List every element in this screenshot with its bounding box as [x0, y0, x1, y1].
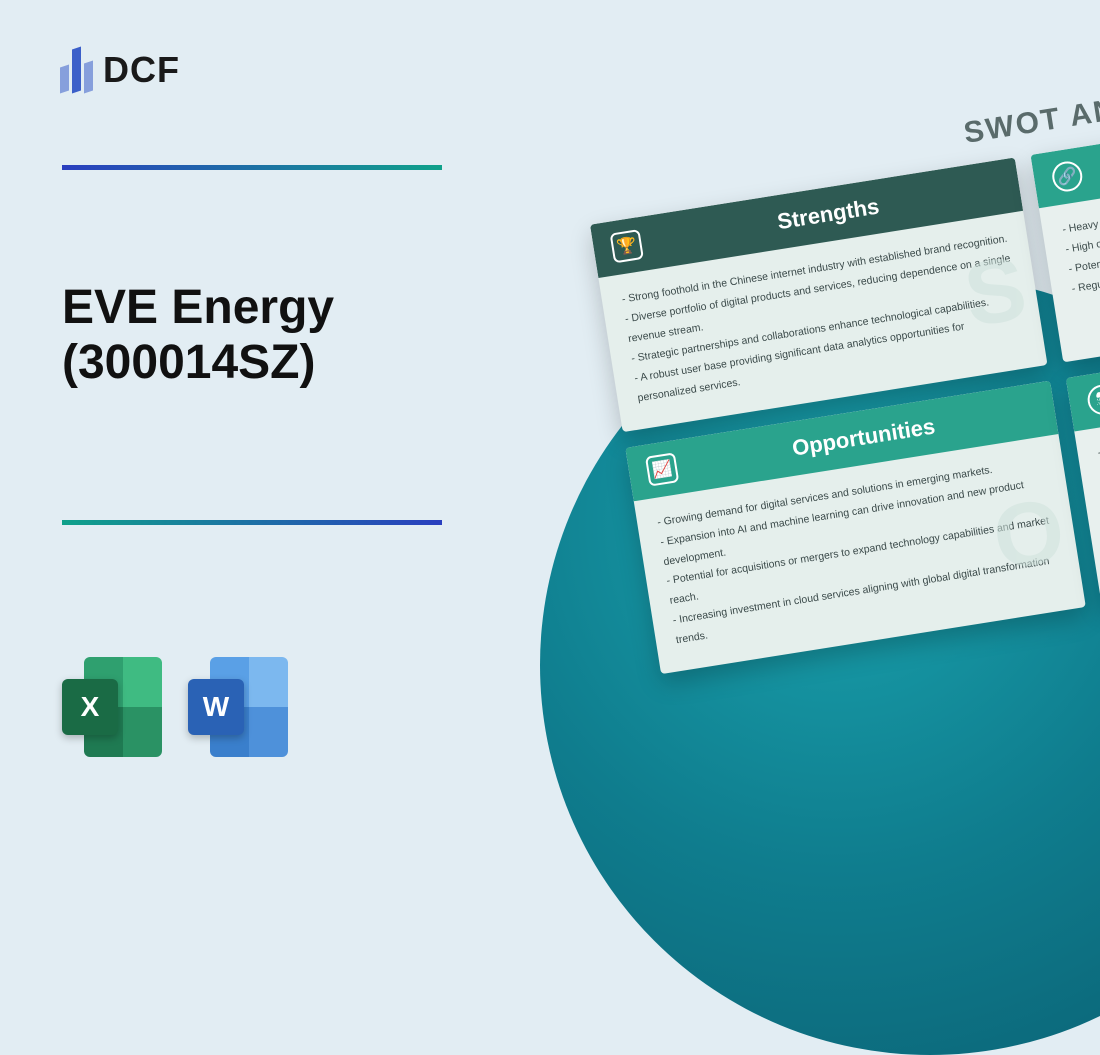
- title-line-2: (300014SZ): [62, 336, 315, 389]
- page-title: EVE Energy (300014SZ): [62, 280, 334, 390]
- excel-letter: X: [62, 679, 118, 735]
- excel-icon[interactable]: X: [62, 657, 162, 757]
- accent-rule-bottom: [62, 520, 442, 525]
- link-icon: 🔗: [1050, 159, 1084, 193]
- storm-icon: ⛈: [1085, 382, 1100, 416]
- brand-logo: DCF: [60, 48, 180, 92]
- swot-preview: SWOT ANALYSIS 🏆 Strengths Strong foothol…: [582, 70, 1100, 674]
- word-letter: W: [188, 679, 244, 735]
- logo-bars-icon: [60, 48, 93, 92]
- trophy-icon: 🏆: [610, 229, 644, 263]
- file-format-icons: X W: [62, 657, 288, 757]
- threats-list: Intense competitionTechnological disruRe…: [1096, 413, 1100, 523]
- logo-text: DCF: [103, 49, 180, 91]
- accent-rule-top: [62, 165, 442, 170]
- title-line-1: EVE Energy: [62, 281, 334, 334]
- weaknesses-list: Heavy reliance on the domestiHigh operat…: [1061, 190, 1100, 300]
- word-icon[interactable]: W: [188, 657, 288, 757]
- growth-icon: 📈: [645, 452, 679, 486]
